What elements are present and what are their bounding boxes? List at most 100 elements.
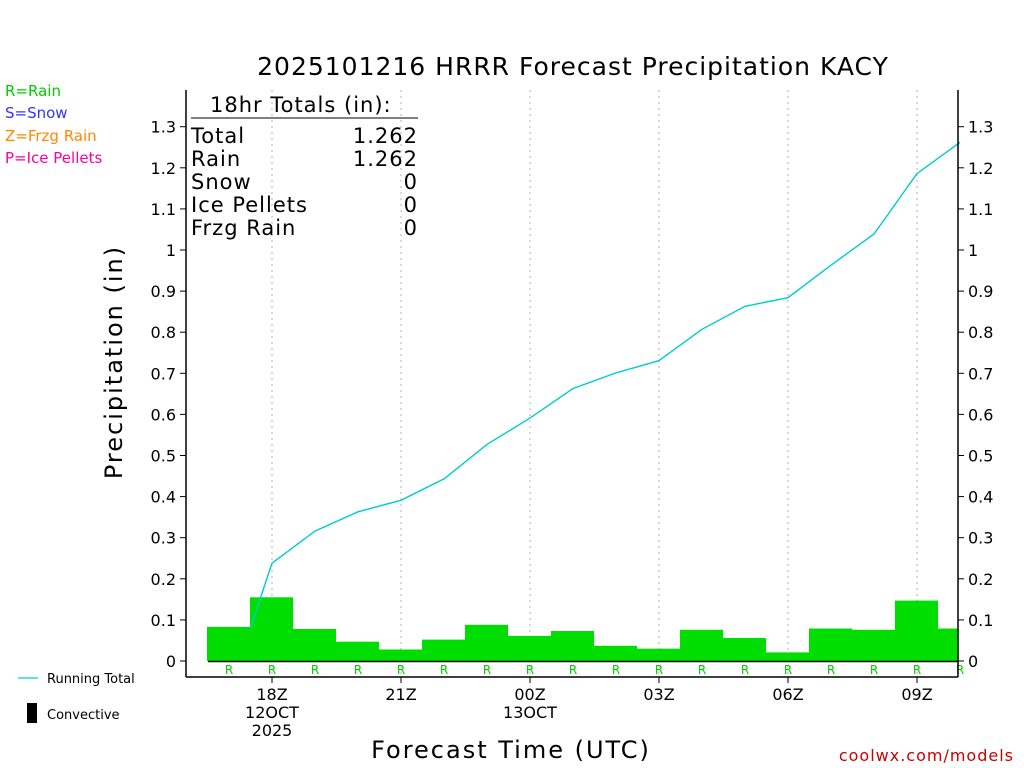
y-tick-label-right: 0.7 xyxy=(968,364,993,383)
y-tick-label-left: 0.6 xyxy=(151,405,176,424)
ptype-label: R xyxy=(311,663,319,677)
y-tick-label-left: 0.2 xyxy=(151,570,176,589)
y-tick-label-right: 0 xyxy=(968,652,978,671)
y-tick-label-left: 1.1 xyxy=(151,200,176,219)
ptype-label: R xyxy=(569,663,577,677)
ptype-label: R xyxy=(956,663,964,677)
precip-bar xyxy=(465,624,508,661)
ptype-label: R xyxy=(354,663,362,677)
totals-row-label: Ice Pellets xyxy=(191,193,308,217)
totals-row-label: Frzg Rain xyxy=(191,216,296,240)
totals-row-label: Snow xyxy=(191,170,252,194)
x-tick-label: 09Z xyxy=(901,685,932,704)
y-tick-label-right: 0.3 xyxy=(968,529,993,548)
x-tick-label: 2025 xyxy=(252,721,293,740)
ptype-legend: R=Rain S=Snow Z=Frzg Rain P=Ice Pellets xyxy=(5,82,102,167)
chart-title: 2025101216 HRRR Forecast Precipitation K… xyxy=(257,52,889,81)
precip-bar xyxy=(250,597,293,661)
precip-bar xyxy=(336,641,379,661)
totals-row-value: 1.262 xyxy=(353,147,418,171)
y-tick-label-right: 0.2 xyxy=(968,570,993,589)
precip-bar xyxy=(723,637,766,661)
totals-box: 18hr Totals (in): Total 1.262 Rain 1.262 Sno… xyxy=(190,93,418,240)
legend-convective: Convective xyxy=(47,708,120,723)
ptype-label: R xyxy=(440,663,448,677)
ptype-label: R xyxy=(655,663,663,677)
totals-row-value: 0 xyxy=(404,170,418,194)
y-tick-label-left: 0.5 xyxy=(151,447,176,466)
y-tick-label-right: 1.1 xyxy=(968,200,993,219)
precip-bar xyxy=(938,628,958,661)
precip-bar xyxy=(293,628,336,661)
totals-row-value: 1.262 xyxy=(353,124,418,148)
precip-bar xyxy=(422,639,465,661)
running-total-line xyxy=(249,141,961,629)
precip-bar xyxy=(680,629,723,661)
x-tick-label: 03Z xyxy=(643,685,674,704)
y-tick-label-right: 0.1 xyxy=(968,611,993,630)
precip-bar xyxy=(895,600,938,661)
y-tick-label-right: 1 xyxy=(968,241,978,260)
ptype-label: R xyxy=(827,663,835,677)
x-axis-title: Forecast Time (UTC) xyxy=(371,736,651,764)
precip-bar xyxy=(766,652,809,661)
ptype-label: R xyxy=(397,663,405,677)
y-tick-label-left: 0.4 xyxy=(151,488,176,507)
x-tick-label: 06Z xyxy=(772,685,803,704)
y-tick-label-left: 1.2 xyxy=(151,159,176,178)
precip-bar xyxy=(508,635,551,661)
ptype-label: R xyxy=(698,663,706,677)
ptype-label: R xyxy=(483,663,491,677)
y-tick-label-left: 0.8 xyxy=(151,323,176,342)
y-tick-label-right: 1.3 xyxy=(968,118,993,137)
legend-running-total: Running Total xyxy=(47,672,135,687)
ptype-label: R xyxy=(225,663,233,677)
axes-layer: 0 00.1 0.10.2 0.20.3 0.30.4 0.40.5 0.50.6 0.60.… xyxy=(151,90,993,740)
credit-text: coolwx.com/models xyxy=(839,746,1014,765)
x-tick-label: 00Z xyxy=(514,685,545,704)
precip-bar xyxy=(551,630,594,661)
totals-row-label: Total xyxy=(190,124,245,148)
ptype-label: R xyxy=(526,663,534,677)
ptype-label: R xyxy=(913,663,921,677)
y-tick-label-right: 0.9 xyxy=(968,282,993,301)
grid-layer xyxy=(271,90,918,677)
legend-ice-pellets: P=Ice Pellets xyxy=(5,149,102,167)
totals-row-value: 0 xyxy=(404,193,418,217)
y-tick-label-left: 0.1 xyxy=(151,611,176,630)
y-tick-label-left: 0 xyxy=(166,652,176,671)
ptype-label: R xyxy=(741,663,749,677)
y-tick-label-left: 0.3 xyxy=(151,529,176,548)
ptype-label: R xyxy=(870,663,878,677)
y-axis-title: Precipitation (in) xyxy=(100,245,128,479)
precip-bar xyxy=(207,626,250,661)
series-legend: Running Total Convective xyxy=(18,672,135,723)
precip-bar xyxy=(637,648,680,661)
y-tick-label-right: 1.2 xyxy=(968,159,993,178)
x-tick-label: 12OCT xyxy=(245,703,299,722)
y-tick-label-left: 0.9 xyxy=(151,282,176,301)
totals-row-value: 0 xyxy=(404,216,418,240)
y-tick-label-left: 0.7 xyxy=(151,364,176,383)
legend-frzg-rain: Z=Frzg Rain xyxy=(5,127,97,145)
totals-row-label: Rain xyxy=(191,147,241,171)
y-tick-label-right: 0.4 xyxy=(968,488,993,507)
ptype-label: R xyxy=(612,663,620,677)
x-tick-label: 21Z xyxy=(385,685,416,704)
line-layer xyxy=(249,141,961,629)
x-tick-label: 13OCT xyxy=(503,703,557,722)
ptype-label: R xyxy=(268,663,276,677)
legend-rain: R=Rain xyxy=(5,82,61,100)
y-tick-label-right: 0.5 xyxy=(968,447,993,466)
ptype-label: R xyxy=(784,663,792,677)
precip-bar xyxy=(809,628,852,661)
totals-rows: Total 1.262 Rain 1.262 Snow 0 Ice Pellets 0 Frzg… xyxy=(190,124,418,240)
precip-bar xyxy=(594,645,637,661)
totals-header: 18hr Totals (in): xyxy=(210,93,392,117)
legend-snow: S=Snow xyxy=(5,104,68,122)
y-tick-label-right: 0.8 xyxy=(968,323,993,342)
y-tick-label-left: 1 xyxy=(166,241,176,260)
precip-bar xyxy=(852,629,895,661)
